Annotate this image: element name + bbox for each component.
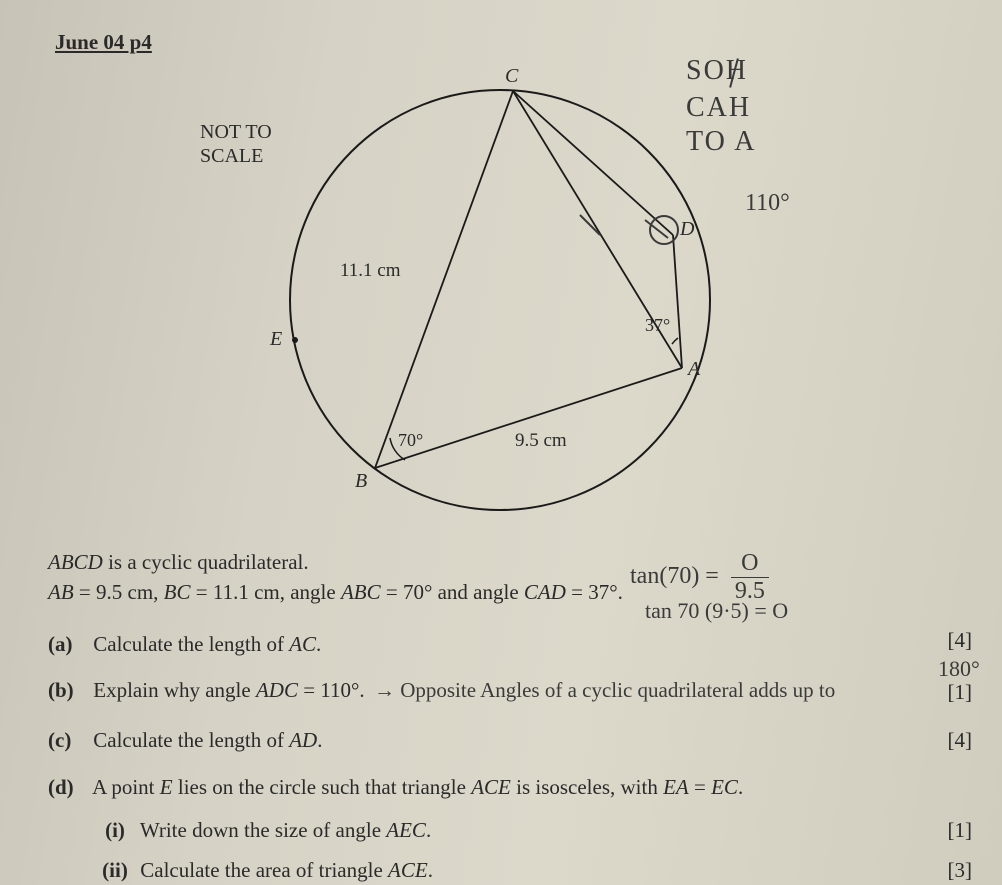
- handwriting-b-explain: Opposite Angles of a cyclic quadrilatera…: [400, 678, 835, 702]
- label-D: D: [680, 218, 694, 241]
- handwriting-arrow: →: [374, 678, 395, 702]
- text-dii: Calculate the area of triangle ACE.: [140, 858, 433, 882]
- prefix-dii: (ii): [95, 858, 135, 883]
- handwritten-tick-D: [645, 220, 668, 238]
- question-d-ii: (ii) Calculate the area of triangle ACE.: [95, 858, 972, 883]
- text-c: Calculate the length of AD.: [93, 728, 322, 752]
- prefix-b: (b): [48, 678, 88, 703]
- marks-di: [1]: [948, 818, 973, 843]
- prefix-di: (i): [95, 818, 135, 843]
- handwriting-tan70: tan(70) = O 9.5: [630, 550, 769, 605]
- marks-a: [4]: [948, 628, 973, 653]
- diagram-svg: [240, 60, 760, 540]
- handwriting-180: 180°: [938, 656, 980, 682]
- intro-line2: AB = 9.5 cm, BC = 11.1 cm, angle ABC = 7…: [48, 578, 623, 606]
- label-A: A: [688, 358, 700, 381]
- point-E-dot: [292, 337, 298, 343]
- handwriting-soh: SOH: [686, 55, 748, 87]
- marks-c: [4]: [948, 728, 973, 753]
- label-B: B: [355, 470, 367, 493]
- angle-ABC: 70°: [398, 430, 423, 451]
- question-d-i: (i) Write down the size of angle AEC.: [95, 818, 972, 843]
- prefix-c: (c): [48, 728, 88, 753]
- handwritten-circle-D: [650, 216, 678, 244]
- page-title: June 04 p4: [55, 30, 152, 55]
- label-C: C: [505, 65, 518, 88]
- line-AD: [673, 235, 682, 368]
- angle-arc-A: [672, 338, 678, 344]
- length-BC: 11.1 cm: [340, 260, 401, 282]
- length-AB: 9.5 cm: [515, 430, 567, 452]
- marks-b: [1]: [948, 680, 973, 705]
- circle: [290, 90, 710, 510]
- geometry-diagram: C D A B E 11.1 cm 9.5 cm 70° 37°: [240, 60, 760, 540]
- tan-lhs: tan(70) =: [630, 563, 719, 589]
- text-d: A point E lies on the circle such that t…: [92, 775, 743, 799]
- page: { "header": { "title": "June 04 p4" }, "…: [0, 0, 1002, 885]
- handwriting-toa: TO A: [686, 126, 757, 158]
- handwriting-tan70-2: tan 70 (9·5) = O: [645, 598, 788, 624]
- intro-line1: ABCD is a cyclic quadrilateral.: [48, 548, 309, 576]
- question-b: (b) Explain why angle ADC = 110°. → Oppo…: [48, 678, 972, 703]
- question-a: (a) Calculate the length of AC.: [48, 632, 972, 657]
- marks-dii: [3]: [948, 858, 973, 883]
- question-d: (d) A point E lies on the circle such th…: [48, 775, 972, 800]
- prefix-a: (a): [48, 632, 88, 657]
- angle-CAD: 37°: [645, 315, 670, 336]
- line-BA: [375, 368, 682, 468]
- handwriting-110: 110°: [745, 190, 790, 217]
- text-di: Write down the size of angle AEC.: [140, 818, 431, 842]
- question-c: (c) Calculate the length of AD.: [48, 728, 972, 753]
- label-E: E: [270, 328, 282, 351]
- handwriting-cah: CAH: [686, 92, 751, 124]
- text-a: Calculate the length of AC.: [93, 632, 321, 656]
- prefix-d: (d): [48, 775, 88, 800]
- tan-numerator: O: [731, 550, 769, 578]
- text-b: Explain why angle ADC = 110°.: [93, 678, 364, 702]
